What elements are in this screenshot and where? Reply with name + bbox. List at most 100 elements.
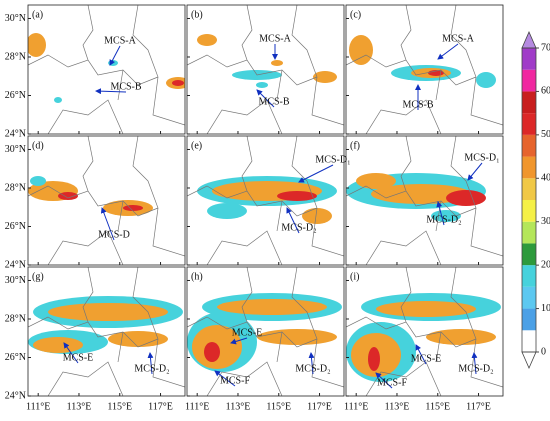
colorbar-bin [522,113,536,135]
annotation: MCS-D₂ [458,363,493,374]
colorbar-bin [522,221,536,244]
colorbar-tick-label: 30 [541,216,550,227]
annotation: MCS-B [110,81,141,92]
annotation-arrow [471,352,478,375]
lon-tick-label: 113°E [67,401,92,412]
lon-tick-label: 115°E [425,401,450,412]
colorbar-tick-label: 50 [541,129,550,140]
annotation-arrow [437,43,459,60]
radar-echo [33,337,83,353]
colorbar-tick-label: 60 [541,86,550,97]
annotation-arrow [286,207,300,234]
lat-tick-label: 24°N [5,128,26,139]
province-boundary [28,5,185,134]
annotation-arrow [375,372,393,389]
annotation: MCS-A [259,33,291,44]
panel-label: (g) [32,271,44,282]
annotation: MCS-D₂ [281,222,316,233]
lon-tick-label: 113°E [226,401,251,412]
panel-content [28,5,185,134]
radar-echo [28,33,46,57]
radar-echo [349,35,373,65]
annotation: MCS-A [104,35,136,46]
panel-frame [345,135,504,266]
radar-echo [426,329,496,345]
annotation-arrow [256,89,275,108]
colorbar-tick-label: 40 [541,173,550,184]
radar-echo [257,329,337,345]
colorbar-bin [522,178,536,200]
colorbar-bin [522,243,536,266]
annotation-arrow [147,352,154,375]
panel-content [187,267,344,396]
annotation: MCS-E [411,353,442,364]
colorbar-tick-label: 70 [541,42,550,53]
province-boundary [346,267,503,396]
province-boundary [187,267,344,396]
lat-tick-label: 28°N [5,51,26,62]
radar-echo [123,205,143,211]
lat-tick-label: 26°N [5,90,26,101]
panel-content [187,136,344,265]
panel-content [187,5,344,134]
radar-echo [476,72,496,88]
colorbar-bin [522,286,536,309]
radar-echo [271,60,283,66]
radar-echo [277,191,317,201]
lon-tick-label: 117°E [307,401,332,412]
annotation: MCS-D₂ [295,363,330,374]
panel-label: (d) [32,140,44,151]
radar-echo [207,203,247,219]
annotation: MCS-F [377,377,407,388]
annotation-arrow [230,337,248,345]
colorbar-under [521,351,537,369]
radar-echo [356,173,396,189]
colorbar-frame [521,47,537,353]
panel-frame [345,4,504,135]
panel-frame [186,135,345,266]
radar-echo [172,80,184,86]
panel: (a) MCS-A MCS-B 30°N 28°N 26°N 24°N [5,4,186,139]
colorbar-bin [522,330,536,352]
lat-tick-label: 30°N [5,144,26,155]
lat-tick-label: 26°N [5,221,26,232]
panel-content [28,267,185,396]
radar-echo [48,303,168,321]
lon-tick-label: 115°E [266,401,291,412]
annotation: MCS-F [220,375,250,386]
colorbar-bin [522,156,536,179]
panel-content [346,5,503,134]
province-boundary [346,136,503,265]
colorbar-bin [522,91,536,114]
annotation-arrow [415,344,427,365]
annotation-arrow [467,162,483,181]
colorbar-tick-label: 0 [541,346,546,357]
radar-echo [108,331,168,347]
lon-tick-label: 117°E [466,401,491,412]
colorbar-bin [522,265,536,287]
lon-tick-label: 113°E [385,401,410,412]
province-boundary [187,5,344,134]
province-boundary [187,136,344,265]
lon-tick-label: 111°E [26,401,50,412]
annotation: MCS-D [98,229,130,240]
panel-frame [345,266,504,397]
colorbar-over [521,31,537,49]
radar-echo [302,208,332,224]
annotation-arrow [214,370,236,387]
panel-frame [27,4,186,135]
panel: (e) MCS-D₁ MCS-D₂ [186,135,351,266]
annotation: MCS-D₁ [315,154,350,165]
panel-label: (b) [191,9,203,20]
panel-content [346,267,503,396]
annotation-arrow [308,352,315,375]
colorbar-bin [522,308,536,331]
annotation: MCS-B [258,96,289,107]
panel: (i) MCS-F MCS-E MCS-D₂ 111°E 113°E 115°E 117°E [344,266,504,412]
annotation-arrow [298,164,334,183]
panel: (b) MCS-A MCS-B [186,4,345,135]
lat-tick-label: 30°N [5,13,26,24]
panel: (d) MCS-D 30°N 28°N 26°N 24°N [5,135,186,270]
colorbar-bin [522,48,536,70]
